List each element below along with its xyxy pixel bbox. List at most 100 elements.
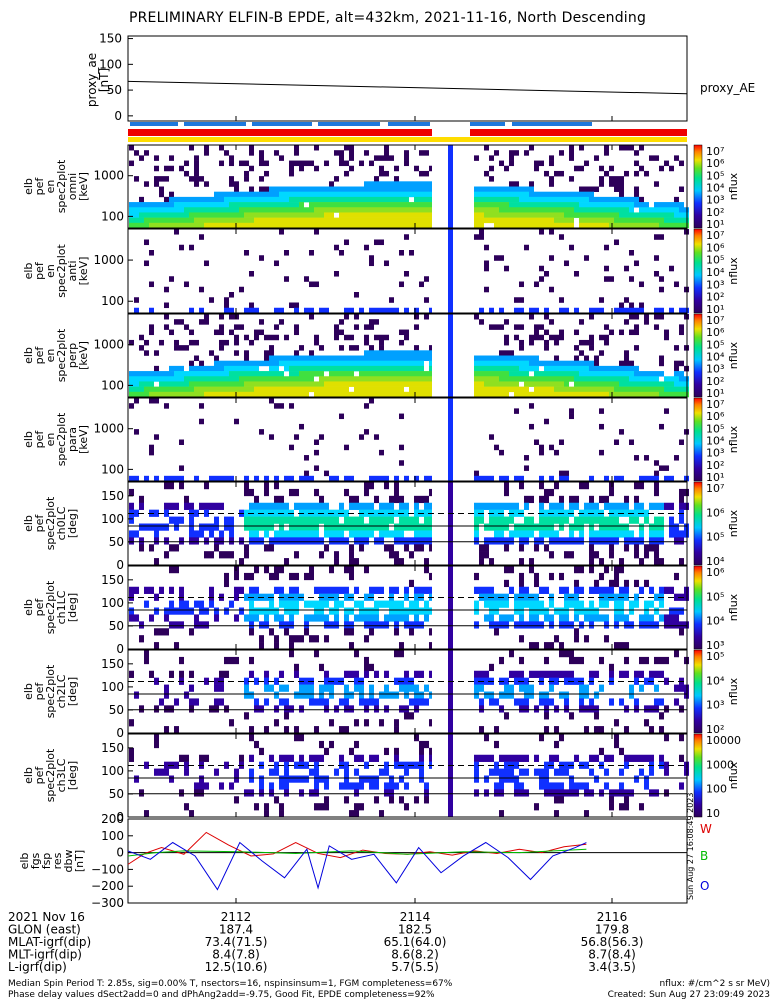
heatmap-cell xyxy=(229,222,234,229)
heatmap-cell xyxy=(189,376,194,382)
heatmap-cell xyxy=(599,789,604,797)
heatmap-cell xyxy=(629,196,634,203)
heatmap-cell xyxy=(649,207,654,213)
heatmap-cell xyxy=(674,217,679,224)
heatmap-cell xyxy=(319,365,324,372)
heatmap-cell xyxy=(669,391,674,398)
heatmap-cell xyxy=(679,307,684,314)
heatmap-cell xyxy=(324,381,329,387)
heatmap-cell xyxy=(179,381,184,387)
heatmap-cell xyxy=(384,381,389,387)
heatmap-cell xyxy=(524,150,529,156)
heatmap-cell xyxy=(249,789,254,797)
heatmap-cell xyxy=(404,155,409,161)
heatmap-cell xyxy=(189,217,194,224)
heatmap-cell xyxy=(274,566,279,574)
heatmap-cell xyxy=(199,530,204,538)
heatmap-cell xyxy=(264,217,269,224)
heatmap-cell xyxy=(304,217,309,224)
heatmap-cell xyxy=(144,475,149,482)
heatmap-cell xyxy=(354,600,359,608)
heatmap-cell xyxy=(284,276,289,282)
heatmap-cell xyxy=(494,600,499,608)
heatmap-cell xyxy=(604,566,609,574)
heatmap-cell xyxy=(534,217,539,224)
heatmap-cell xyxy=(194,181,199,187)
heatmap-cell xyxy=(379,217,384,224)
heatmap-cell xyxy=(669,614,674,622)
heatmap-cell xyxy=(309,186,314,192)
heatmap-cell xyxy=(649,586,654,594)
heatmap-cell xyxy=(289,705,294,713)
heatmap-cell xyxy=(394,523,399,531)
heatmap-cell xyxy=(224,217,229,224)
heatmap-cell xyxy=(524,381,529,387)
heatmap-cell xyxy=(339,782,344,790)
heatmap-cell xyxy=(424,381,429,387)
heatmap-cell xyxy=(664,768,669,776)
heatmap-cell xyxy=(559,371,564,377)
heatmap-cell xyxy=(674,386,679,393)
heatmap-cell xyxy=(374,670,379,678)
heatmap-cell xyxy=(489,607,494,615)
heatmap-cell xyxy=(264,391,269,398)
heatmap-cell xyxy=(269,212,274,218)
heatmap-cell xyxy=(224,516,229,524)
heatmap-cell xyxy=(239,371,244,377)
heatmap-cell xyxy=(564,621,569,629)
heatmap-cell xyxy=(244,684,249,692)
heatmap-cell xyxy=(574,360,579,367)
heatmap-cell xyxy=(399,217,404,224)
heatmap-cell xyxy=(634,371,639,377)
heatmap-cell xyxy=(409,186,414,192)
heatmap-cell xyxy=(304,207,309,213)
heatmap-cell xyxy=(359,212,364,218)
bottom-row-value: 5.7(5.5) xyxy=(391,960,439,974)
heatmap-cell xyxy=(334,222,339,229)
heatmap-cell xyxy=(554,196,559,203)
heatmap-cell xyxy=(569,551,574,559)
heatmap-cell xyxy=(129,670,134,678)
heatmap-cell xyxy=(669,217,674,224)
heatmap-cell xyxy=(379,212,384,218)
heatmap-cell xyxy=(304,621,309,629)
heatmap-cell xyxy=(409,360,414,367)
heatmap-cell xyxy=(289,614,294,622)
heatmap-cell xyxy=(194,530,199,538)
heatmap-cell xyxy=(539,530,544,538)
heatmap-cell xyxy=(554,371,559,377)
heatmap-cell xyxy=(479,307,484,314)
heatmap-cell xyxy=(494,523,499,531)
heatmap-cell xyxy=(349,530,354,538)
heatmap-cell xyxy=(384,691,389,699)
heatmap-cell xyxy=(534,360,539,367)
heatmap-cell xyxy=(329,607,334,615)
plot-title: PRELIMINARY ELFIN-B EPDE, alt=432km, 202… xyxy=(128,10,647,26)
heatmap-cell xyxy=(314,488,319,497)
heatmap-cell xyxy=(494,621,499,629)
heatmap-cell xyxy=(624,202,629,208)
ylabel-line: [deg] xyxy=(66,677,79,706)
heatmap-cell xyxy=(404,544,409,552)
energy-panel-2: 1001000elbpefenspec2plotperp[keV]10⁷10⁶1… xyxy=(22,313,740,400)
heatmap-cell xyxy=(134,398,139,404)
heatmap-cell xyxy=(509,684,514,692)
heatmap-cell xyxy=(324,212,329,218)
heatmap-cell xyxy=(279,530,284,538)
heatmap-cell xyxy=(204,365,209,372)
heatmap-cell xyxy=(284,754,289,762)
heatmap-cell xyxy=(679,376,684,382)
heatmap-cell xyxy=(359,376,364,382)
heatmap-cell xyxy=(379,691,384,699)
heatmap-cell xyxy=(344,670,349,678)
heatmap-cell xyxy=(544,698,549,706)
heatmap-cell xyxy=(254,495,259,504)
heatmap-cell xyxy=(429,217,434,224)
heatmap-cell xyxy=(639,502,644,510)
heatmap-cell xyxy=(619,429,624,435)
heatmap-cell xyxy=(554,212,559,218)
heatmap-cell xyxy=(284,196,289,203)
heatmap-cell xyxy=(494,324,499,330)
heatmap-cell xyxy=(504,207,509,213)
